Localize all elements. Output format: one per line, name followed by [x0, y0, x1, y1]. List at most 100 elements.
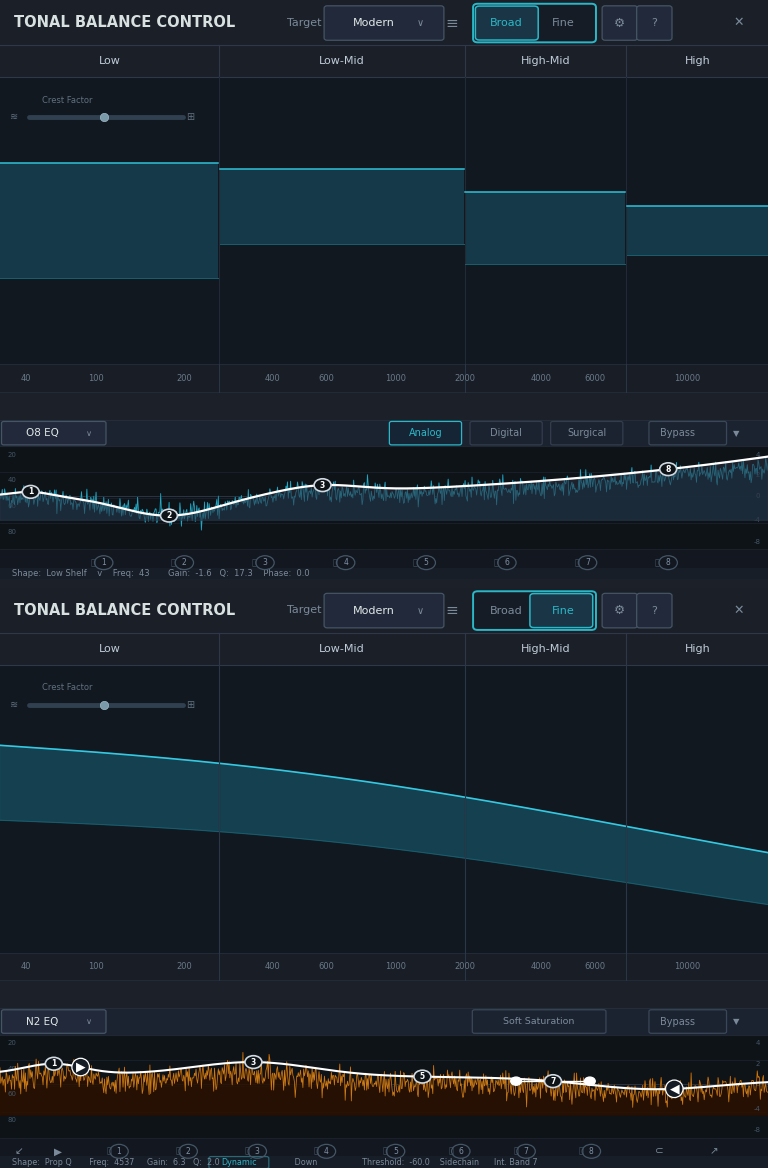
Text: High: High — [684, 56, 710, 67]
Text: 6000: 6000 — [584, 374, 606, 383]
Text: 5: 5 — [424, 558, 429, 568]
Text: ▼: ▼ — [733, 1017, 739, 1026]
Text: -8: -8 — [753, 538, 760, 544]
Circle shape — [245, 1056, 262, 1069]
Text: High-Mid: High-Mid — [521, 56, 570, 67]
Text: 80: 80 — [8, 1117, 17, 1124]
Text: Target: Target — [287, 18, 322, 28]
Text: ⓘ: ⓘ — [514, 1147, 518, 1156]
Text: Surgical: Surgical — [567, 429, 607, 438]
Text: 4000: 4000 — [531, 374, 552, 383]
Text: 10000: 10000 — [674, 374, 700, 383]
Circle shape — [22, 486, 39, 499]
Text: 3: 3 — [251, 1057, 256, 1066]
Bar — [0, 1156, 768, 1168]
Text: 0: 0 — [756, 493, 760, 499]
Bar — [0, 364, 768, 392]
Bar — [0, 164, 218, 278]
Text: 4: 4 — [324, 1147, 329, 1156]
Text: ?: ? — [651, 605, 657, 616]
Text: Low: Low — [99, 56, 121, 67]
Text: Crest Factor: Crest Factor — [42, 96, 93, 105]
Text: ▼: ▼ — [733, 429, 739, 438]
Circle shape — [161, 509, 177, 522]
Text: Low-Mid: Low-Mid — [319, 56, 365, 67]
Text: 1000: 1000 — [385, 962, 406, 971]
Text: ⚙: ⚙ — [614, 16, 625, 29]
Text: 0: 0 — [756, 1082, 760, 1087]
Text: 20: 20 — [8, 1040, 17, 1045]
Text: Target: Target — [287, 605, 322, 616]
Text: TONAL BALANCE CONTROL: TONAL BALANCE CONTROL — [14, 15, 235, 30]
FancyBboxPatch shape — [324, 593, 444, 628]
Text: 40: 40 — [8, 1065, 17, 1072]
Bar — [0, 77, 768, 364]
Text: ∨: ∨ — [417, 18, 424, 28]
FancyBboxPatch shape — [475, 6, 538, 40]
Text: 80: 80 — [8, 529, 17, 535]
Bar — [0, 46, 768, 77]
Text: 40: 40 — [21, 374, 31, 383]
Text: ⊞: ⊞ — [187, 700, 194, 710]
Bar — [0, 0, 768, 46]
Text: ✕: ✕ — [733, 16, 744, 29]
Text: ≡: ≡ — [445, 15, 458, 30]
Text: ⓘ: ⓘ — [655, 558, 660, 568]
Circle shape — [414, 1070, 431, 1083]
Text: 100: 100 — [88, 374, 104, 383]
Text: Shape:  Prop Q       Freq:  4537     Gain:  6.3   Q:  2.0                       : Shape: Prop Q Freq: 4537 Gain: 6.3 Q: 2.… — [12, 1157, 537, 1167]
Text: ▶: ▶ — [76, 1061, 85, 1073]
FancyBboxPatch shape — [637, 6, 672, 40]
Text: 8: 8 — [666, 465, 670, 474]
Text: ↙: ↙ — [15, 1146, 24, 1156]
Text: Fine: Fine — [552, 605, 575, 616]
Text: ⊂: ⊂ — [654, 1146, 664, 1156]
Bar — [0, 420, 768, 446]
Text: High-Mid: High-Mid — [521, 644, 570, 654]
Text: ⓘ: ⓘ — [333, 558, 337, 568]
FancyBboxPatch shape — [473, 4, 596, 42]
Text: ↗: ↗ — [710, 1146, 719, 1156]
Text: 40: 40 — [8, 478, 17, 484]
Text: ⚙: ⚙ — [614, 604, 625, 617]
FancyBboxPatch shape — [602, 6, 637, 40]
Bar — [627, 207, 768, 255]
Text: Bypass: Bypass — [660, 1016, 695, 1027]
Text: ⓘ: ⓘ — [413, 558, 418, 568]
Text: 10000: 10000 — [674, 962, 700, 971]
Text: ≡: ≡ — [445, 603, 458, 618]
Text: 2000: 2000 — [454, 374, 475, 383]
Circle shape — [314, 479, 331, 492]
Bar — [0, 568, 768, 579]
Text: 2: 2 — [182, 558, 187, 568]
Text: ⓘ: ⓘ — [579, 1147, 584, 1156]
FancyBboxPatch shape — [324, 6, 444, 40]
Bar — [0, 1008, 768, 1035]
Text: 200: 200 — [177, 374, 192, 383]
Text: 60: 60 — [8, 503, 17, 509]
Bar — [0, 446, 768, 549]
Text: 20: 20 — [8, 452, 17, 458]
Text: 4: 4 — [343, 558, 348, 568]
Text: Dynamic: Dynamic — [221, 1157, 257, 1167]
Text: 4: 4 — [756, 452, 760, 458]
Text: O8 EQ: O8 EQ — [26, 429, 58, 438]
Text: ⓘ: ⓘ — [383, 1147, 388, 1156]
Text: N2 EQ: N2 EQ — [26, 1016, 58, 1027]
Bar — [220, 169, 464, 244]
Circle shape — [45, 1057, 62, 1070]
Text: 400: 400 — [265, 374, 280, 383]
Text: Broad: Broad — [490, 18, 523, 28]
FancyBboxPatch shape — [389, 422, 462, 445]
Text: 7: 7 — [524, 1147, 528, 1156]
Text: ⓘ: ⓘ — [245, 1147, 250, 1156]
Text: 3: 3 — [263, 558, 267, 568]
Text: 1: 1 — [28, 487, 33, 496]
Bar — [0, 1008, 768, 1168]
Text: Digital: Digital — [490, 429, 522, 438]
Text: Broad: Broad — [490, 605, 523, 616]
Text: ⓘ: ⓘ — [574, 558, 579, 568]
Text: ⊞: ⊞ — [187, 112, 194, 123]
Text: Shape:  Low Shelf    v    Freq:  43       Gain:  -1.6   Q:  17.3    Phase:  0.0: Shape: Low Shelf v Freq: 43 Gain: -1.6 Q… — [12, 569, 310, 578]
FancyBboxPatch shape — [473, 591, 596, 630]
